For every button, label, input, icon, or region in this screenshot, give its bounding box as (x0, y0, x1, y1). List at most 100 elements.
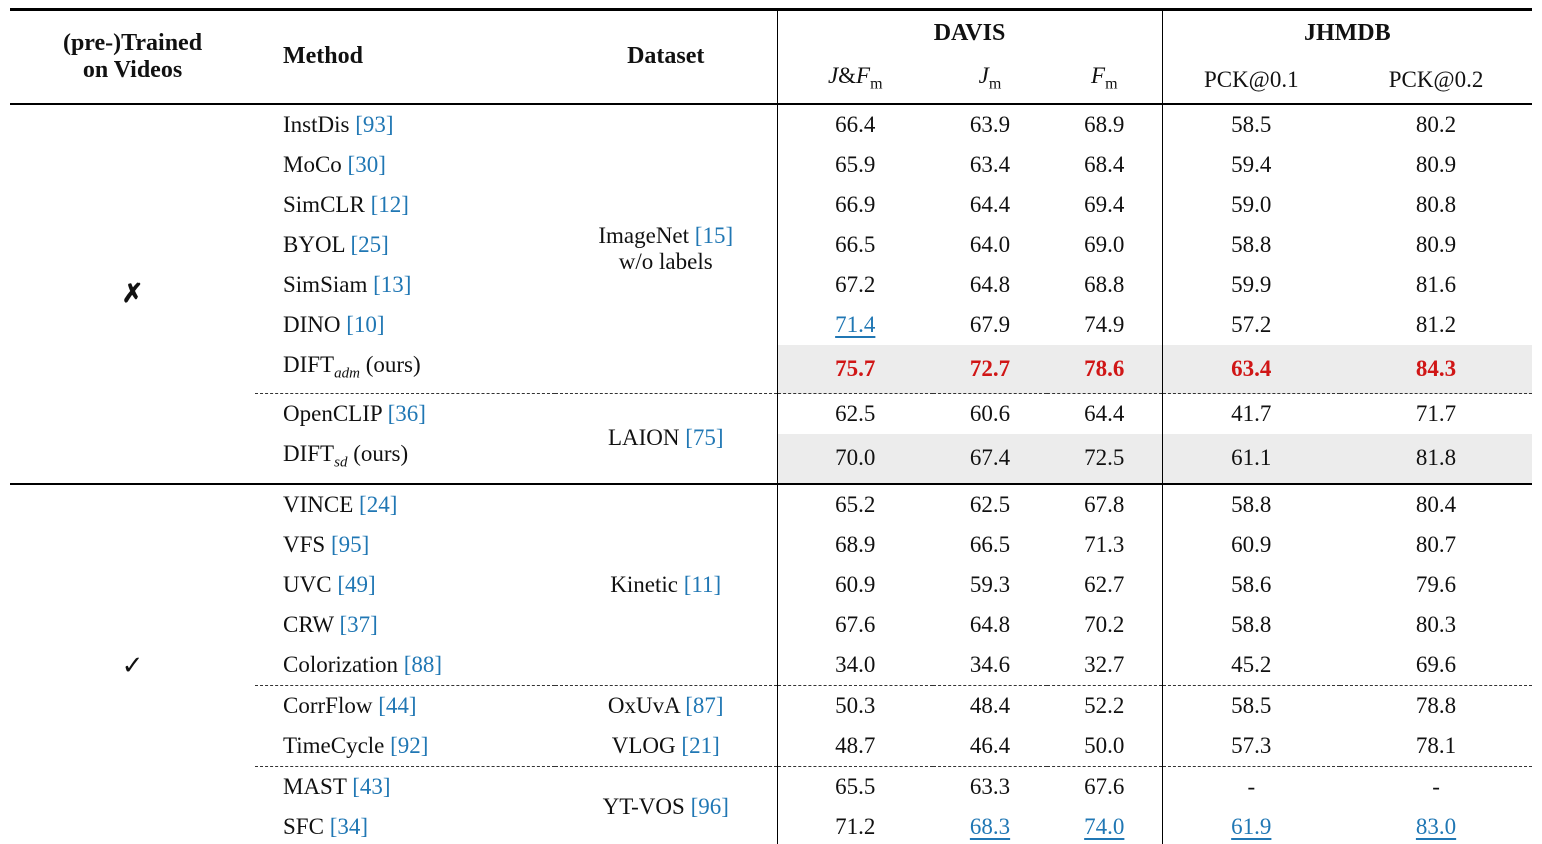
table-row: ✓ VINCE [24] Kinetic [11] 65.2 62.5 67.8 58.8 8… (10, 482, 1533, 844)
metric-value: 80.9 (1415, 231, 1457, 257)
math-cal-j: J (827, 62, 839, 88)
metric-value: 80.8 (1415, 191, 1457, 217)
citation-link[interactable]: [12] (370, 191, 409, 217)
metric-value: 66.5 (776, 224, 933, 265)
col-header-trained-on-videos: (pre-)Trained on Videos (10, 9, 255, 105)
metric-value: 66.9 (776, 184, 933, 225)
citation-link[interactable]: [37] (339, 611, 378, 637)
citation-link[interactable]: [43] (352, 773, 391, 799)
citation-link[interactable]: [92] (390, 732, 429, 758)
metric-value: 68.8 (1084, 271, 1125, 297)
method-cell: SimCLR [12] (255, 185, 555, 225)
citation-link[interactable]: [36] (387, 401, 426, 427)
metric-value: 78.1 (1415, 732, 1457, 758)
subscript-m: m (1105, 75, 1118, 93)
metric-value: 68.9 (776, 524, 933, 565)
metric-value: 66.5 (969, 531, 1011, 557)
metric-value: 61.9 (1161, 806, 1341, 844)
citation-link[interactable]: [10] (346, 311, 385, 337)
metric-value: 58.5 (1161, 684, 1341, 726)
citation-link[interactable]: [75] (685, 425, 724, 451)
method-cell: DIFTsd (ours) (255, 434, 555, 484)
metric-value: 61.1 (1161, 434, 1341, 484)
metric-value: 71.2 (776, 806, 933, 844)
metric-value: 62.7 (1084, 571, 1125, 597)
metric-value: 80.7 (1415, 531, 1457, 557)
table-row: CorrFlow [44] OxUvA [87] 50.3 48.4 52.2 58.5 7… (10, 684, 1533, 726)
table-row: CRW [37] 67.6 64.8 70.2 58.8 80.3 (10, 604, 1532, 645)
metric-value: 69.6 (1415, 651, 1457, 677)
metric-value: 68.9 (1084, 111, 1125, 137)
citation-link[interactable]: [24] (359, 491, 398, 517)
metric-value: 60.6 (933, 393, 1047, 435)
col-group-jhmdb: JHMDB (1161, 9, 1533, 57)
metric-value: 64.4 (969, 191, 1011, 217)
metric-value: 78.6 (1047, 344, 1163, 394)
metric-value: 63.9 (969, 111, 1011, 137)
method-cell: OpenCLIP [36] (255, 393, 555, 435)
metric-value: 81.6 (1415, 271, 1457, 297)
citation-link[interactable]: [21] (681, 732, 720, 758)
citation-link[interactable]: [30] (347, 151, 386, 177)
table-row: DINO [10] 71.4 67.9 74.9 57.2 81.2 (10, 304, 1532, 345)
citation-link[interactable]: [11] (683, 571, 722, 597)
citation-link[interactable]: [34] (329, 813, 369, 839)
method-name: OpenCLIP (283, 401, 382, 427)
not-trained-on-videos-mark: ✗ (121, 278, 144, 308)
method-cell: CRW [37] (255, 605, 555, 645)
citation-link[interactable]: [44] (378, 692, 417, 718)
metric-value: 70.0 (776, 434, 933, 484)
citation-link[interactable]: [88] (403, 651, 443, 677)
metric-value: 70.2 (1084, 611, 1125, 637)
citation-link[interactable]: [25] (350, 231, 389, 257)
method-name: CRW (283, 611, 334, 637)
metric-value: 59.0 (1161, 184, 1341, 225)
method-name: VFS (283, 531, 326, 557)
metric-value: 58.5 (1161, 103, 1341, 145)
metric-value: 63.4 (969, 151, 1011, 177)
method-cell: UVC [49] (255, 565, 555, 605)
citation-link[interactable]: [49] (337, 571, 376, 597)
col-header-dataset: Dataset (555, 9, 777, 105)
table-row: UVC [49] 60.9 59.3 62.7 58.6 79.6 (10, 564, 1532, 605)
metric-value: 48.7 (776, 725, 933, 767)
method-name: VINCE (283, 491, 354, 517)
metric-value: 52.2 (1047, 684, 1163, 726)
metric-value: 59.9 (1161, 264, 1341, 305)
dataset-name: LAION (607, 425, 680, 451)
method-cell: CorrFlow [44] (255, 684, 555, 726)
method-name: MAST (283, 773, 347, 799)
metric-value: 71.3 (1084, 531, 1125, 557)
dataset-cell: OxUvA [87] (555, 684, 777, 726)
col-header-trained-line1: (pre-)Trained (62, 29, 203, 56)
results-table: (pre-)Trained on Videos Method Dataset D… (10, 8, 1533, 844)
method-name: DINO (283, 311, 341, 337)
table-row: OpenCLIP [36] LAION [75] 62.5 60.6 64.4 41.7 7… (10, 393, 1533, 484)
dataset-name: Kinetic (610, 571, 678, 597)
math-cal-j: J (978, 62, 989, 88)
citation-link[interactable]: [87] (685, 692, 724, 718)
citation-link[interactable]: [93] (355, 111, 394, 137)
metric-value: 74.9 (1084, 311, 1125, 337)
citation-link[interactable]: [95] (330, 531, 370, 557)
metric-value: 68.4 (1084, 151, 1125, 177)
metric-value: 34.0 (776, 644, 933, 686)
metric-value: 62.5 (776, 393, 933, 435)
method-cell: MAST [43] (255, 765, 555, 807)
metric-value: 59.3 (969, 571, 1011, 597)
metric-value: 65.5 (776, 765, 933, 807)
table-body: ✗ InstDis [93] ImageNet [15] w/o labels 66.4… (10, 103, 1533, 844)
col-header-j-mean: Jm (933, 56, 1047, 105)
table-row: SFC [34] 71.2 68.3 74.0 61.9 83.0 (10, 806, 1532, 844)
metric-value: - (1161, 765, 1341, 807)
metric-value: 64.0 (969, 231, 1011, 257)
citation-link[interactable]: [15] (694, 222, 734, 248)
method-cell: VFS [95] (255, 525, 555, 565)
citation-link[interactable]: [13] (373, 271, 412, 297)
metric-value: 50.0 (1084, 732, 1125, 758)
metric-value: 57.3 (1161, 725, 1341, 767)
metric-value: 67.9 (969, 311, 1011, 337)
citation-link[interactable]: [96] (690, 793, 729, 819)
metric-value: 63.3 (933, 765, 1047, 807)
